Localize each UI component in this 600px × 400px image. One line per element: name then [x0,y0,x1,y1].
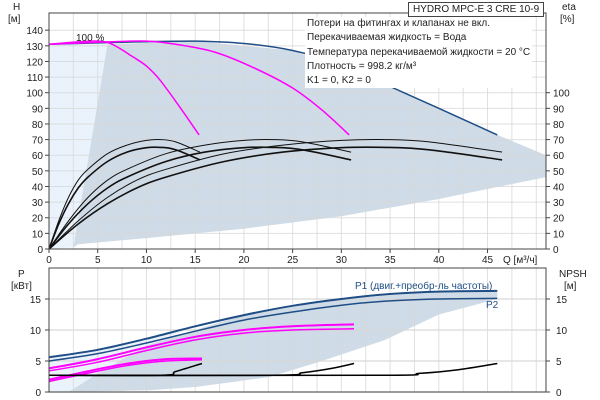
curve-eta-1-pump-lower [48,146,201,250]
eta-tick-label: 50 [553,167,565,178]
npsh-axis-label: NPSH [559,269,587,280]
curve-p1-3-pumps [48,289,498,359]
npsh-axis-unit: [м] [564,281,577,292]
x-tick-label: 25 [287,255,299,266]
p2-label: P2 [486,300,499,311]
eta-axis-label: eta [562,2,576,13]
annotation-100-percent: 100 % [76,33,104,44]
top-plot-frame [48,12,547,250]
curve-p1-1-pump [48,357,203,381]
eta-tick-label: 90 [553,104,565,115]
info-line: Температура перекачиваемой жидкости = 20… [307,46,531,58]
x-tick-label: 5 [95,255,101,266]
curve-eta-3-pumps-lower [48,146,503,250]
h-tick-label: 10 [32,229,44,240]
p-axis-label: P [18,269,25,280]
h-tick-label: 140 [26,26,43,37]
curve-eta-2-pumps-lower [48,146,352,250]
h-tick-label: 120 [26,57,43,68]
eta-tick-label: 100 [553,89,570,100]
h-tick-label: 110 [27,73,43,84]
curve-eta-1-pump-upper [48,138,201,250]
h-tick-label: 60 [32,151,44,162]
chart-title: HYDRO MPC-E 3 CRE 10-9 [408,2,545,17]
h-axis-unit: [м] [8,14,21,25]
eta-tick-label: 80 [553,120,565,131]
info-line: Плотность = 998.2 кг/м³ [307,60,417,72]
curve-p2-2-pumps [48,328,355,372]
h-tick-label: 90 [32,104,44,115]
p-tick-label: 15 [30,295,42,306]
npsh-tick-label: 5 [556,357,562,368]
p-axis-unit: [кВт] [11,281,32,292]
h-tick-label: 100 [26,89,43,100]
p1-label: P1 (двиг.+преобр-ль частоты) [355,280,492,292]
curve-eta-2-pumps-upper [48,138,352,250]
eta-tick-label: 30 [553,198,565,209]
p-tick-label: 0 [35,388,41,399]
x-tick-label: 10 [141,255,153,266]
h-tick-label: 70 [32,136,44,147]
curve-h-2-pumps [48,40,350,136]
eta-axis-unit: [%] [560,14,575,25]
conditions-info: Потери на фитингах и клапанах не вкл. Пе… [305,17,533,89]
x-tick-label: 30 [336,255,348,266]
npsh-tick-label: 10 [556,326,568,337]
h-axis-label: H [13,2,20,13]
p-tick-label: 10 [30,326,42,337]
eta-tick-label: 0 [553,245,559,256]
curve-h-1-pump [48,40,200,136]
eta-tick-label: 40 [553,182,565,193]
curve-p1-2-pumps [48,323,355,370]
h-tick-label: 40 [32,182,44,193]
eta-tick-label: 60 [553,151,565,162]
eta-tick-label: 70 [553,136,565,147]
light-range-area [49,44,108,249]
curve-eta-3-pumps-upper [48,138,503,250]
eta-tick-label: 20 [553,214,565,225]
q-axis-label: Q [м³/ч] [503,255,538,266]
info-line: Перекачиваемая жидкость = Вода [307,32,467,44]
x-tick-label: 20 [238,255,250,266]
h-tick-label: 20 [32,214,44,225]
curve-npsh-3-pumps [48,362,498,377]
npsh-tick-label: 0 [556,388,562,399]
info-line: Потери на фитингах и клапанах не вкл. [307,18,490,29]
eta-tick-label: 10 [553,229,565,240]
x-tick-label: 35 [385,255,397,266]
npsh-tick-label: 15 [556,295,568,306]
x-tick-label: 40 [433,255,445,266]
h-tick-label: 0 [37,245,43,256]
h-tick-label: 50 [32,167,44,178]
curve-p2-3-pumps [48,297,498,362]
x-tick-label: 15 [190,255,202,266]
info-line: K1 = 0, K2 = 0 [307,75,371,87]
h-tick-label: 80 [32,120,44,131]
h-tick-label: 130 [26,42,43,53]
p-tick-label: 5 [35,357,41,368]
x-tick-label: 45 [482,255,494,266]
h-tick-label: 30 [32,198,44,209]
x-tick-label: 0 [46,255,52,266]
